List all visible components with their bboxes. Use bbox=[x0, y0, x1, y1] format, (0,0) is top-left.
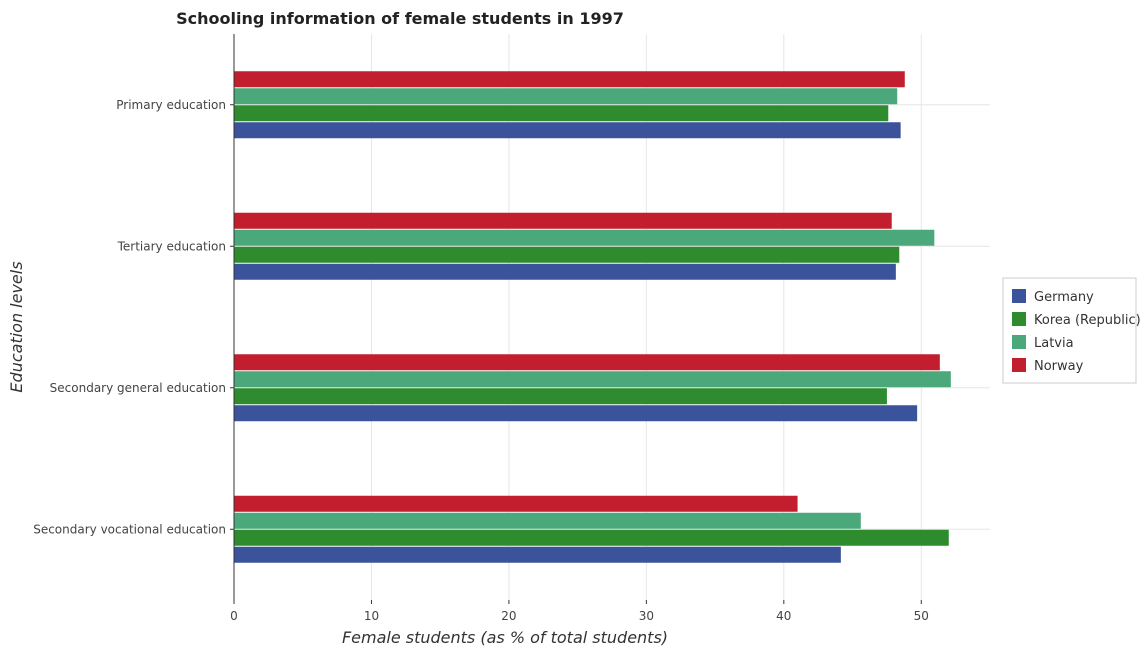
bar-germany-3 bbox=[234, 405, 918, 422]
bar-norway-4 bbox=[234, 495, 798, 512]
bar-norway-3 bbox=[234, 354, 940, 371]
bar-korea-republic-4 bbox=[234, 529, 949, 546]
bar-germany-2 bbox=[234, 263, 896, 280]
x-tick-label: 50 bbox=[914, 609, 929, 623]
bar-latvia-3 bbox=[234, 371, 951, 388]
x-tick-label: 10 bbox=[364, 609, 379, 623]
x-tick-label: 20 bbox=[501, 609, 516, 623]
bar-latvia-2 bbox=[234, 229, 935, 246]
legend-label: Korea (Republic) bbox=[1034, 313, 1141, 328]
bar-germany-1 bbox=[234, 122, 901, 139]
bar-latvia-4 bbox=[234, 512, 861, 529]
bar-germany-4 bbox=[234, 546, 841, 563]
bar-korea-republic-2 bbox=[234, 246, 900, 263]
y-tick-label: Primary education bbox=[116, 98, 226, 112]
y-axis-label: Education levels bbox=[7, 261, 26, 392]
bar-korea-republic-3 bbox=[234, 388, 887, 405]
x-tick-label: 40 bbox=[776, 609, 791, 623]
legend-label: Germany bbox=[1034, 290, 1094, 305]
legend-swatch bbox=[1012, 312, 1026, 326]
legend-swatch bbox=[1012, 358, 1026, 372]
legend-label: Latvia bbox=[1034, 336, 1074, 351]
y-tick-label: Tertiary education bbox=[117, 239, 226, 253]
chart-title: Schooling information of female students… bbox=[176, 9, 624, 28]
x-tick-label: 0 bbox=[230, 609, 238, 623]
legend-label: Norway bbox=[1034, 359, 1084, 374]
legend-swatch bbox=[1012, 289, 1026, 303]
bar-norway-1 bbox=[234, 71, 905, 88]
y-tick-label: Secondary vocational education bbox=[33, 522, 226, 536]
x-tick-label: 30 bbox=[639, 609, 654, 623]
legend: Germany Korea (Republic) Latvia Norway bbox=[1002, 277, 1141, 384]
bar-korea-republic-1 bbox=[234, 105, 889, 122]
y-tick-label: Secondary general education bbox=[50, 381, 226, 395]
x-axis-label: Female students (as % of total students) bbox=[342, 628, 668, 647]
legend-swatch bbox=[1012, 335, 1026, 349]
axes: 0 10 20 30 40 50 Primary education Tertiary edu… bbox=[33, 34, 929, 623]
bars bbox=[234, 71, 951, 563]
bar-norway-2 bbox=[234, 212, 892, 229]
bar-latvia-1 bbox=[234, 88, 898, 105]
